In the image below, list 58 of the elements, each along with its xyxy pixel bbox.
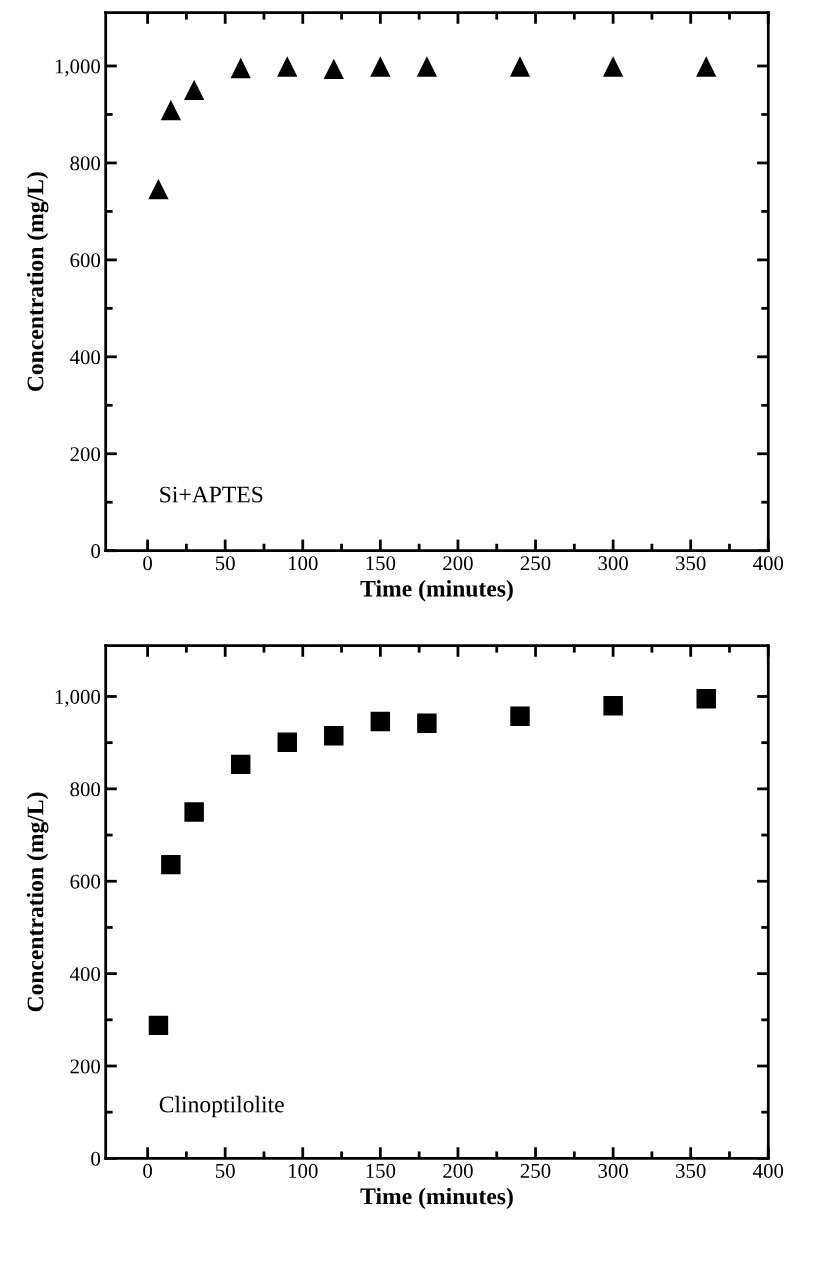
point (184, 802, 204, 822)
y-tick-label: 600 (70, 874, 101, 889)
y-axis-title: Concentration (mg/L) (26, 172, 49, 392)
y-tick-label: 400 (69, 967, 101, 982)
point (603, 695, 623, 716)
point (230, 754, 251, 775)
y-tick-label: 0 (91, 544, 101, 559)
x-axis-title: Time (minutes) (360, 580, 513, 602)
x-axis-title: Time (minutes) (360, 1187, 513, 1210)
point (161, 100, 181, 121)
point (324, 59, 344, 80)
point (696, 57, 716, 77)
y-tick-label: 600 (70, 253, 101, 268)
point (510, 57, 530, 77)
point (184, 80, 204, 100)
point (148, 179, 169, 200)
x-tick-label: 300 (598, 1163, 628, 1178)
y-tick-label: 0 (91, 1151, 101, 1166)
point (161, 854, 181, 875)
point (603, 57, 623, 77)
x-tick-label: 350 (676, 556, 706, 571)
point (417, 713, 437, 733)
x-tick-label: 150 (366, 1163, 396, 1178)
x-tick-label: 350 (676, 1163, 706, 1178)
x-tick-label: 250 (520, 556, 551, 571)
x-tick-label: 150 (366, 556, 396, 571)
point (696, 689, 716, 709)
x-tick-label: 100 (288, 1163, 318, 1178)
annotation: Si+APTES (160, 486, 263, 503)
point (277, 732, 297, 752)
point (230, 58, 251, 79)
point (417, 57, 437, 77)
point (510, 706, 530, 727)
point (370, 57, 391, 77)
annotation: Clinoptilolite (159, 1095, 284, 1118)
point (148, 1015, 169, 1036)
y-tick-label: 400 (69, 350, 101, 365)
y-tick-label: 800 (70, 782, 101, 797)
point (277, 57, 297, 77)
x-tick-label: 250 (520, 1163, 551, 1178)
x-tick-label: 50 (215, 556, 235, 571)
y-tick-label: 1,000 (55, 689, 101, 707)
x-tick-label: 50 (215, 1163, 235, 1178)
x-tick-label: 300 (598, 556, 628, 571)
x-tick-label: 200 (443, 1163, 473, 1178)
point (370, 711, 391, 732)
y-axis-title: Concentration (mg/L) (26, 792, 49, 1012)
y-tick-label: 200 (70, 447, 101, 462)
x-tick-label: 400 (753, 556, 784, 571)
y-tick-label: 800 (70, 156, 101, 171)
x-tick-label: 200 (443, 556, 473, 571)
y-tick-label: 1,000 (55, 59, 101, 77)
x-tick-label: 100 (288, 556, 318, 571)
x-tick-label: 0 (143, 556, 152, 571)
x-tick-label: 400 (753, 1163, 784, 1178)
y-tick-label: 200 (70, 1059, 101, 1074)
point (324, 726, 344, 746)
x-tick-label: 0 (143, 1163, 152, 1178)
